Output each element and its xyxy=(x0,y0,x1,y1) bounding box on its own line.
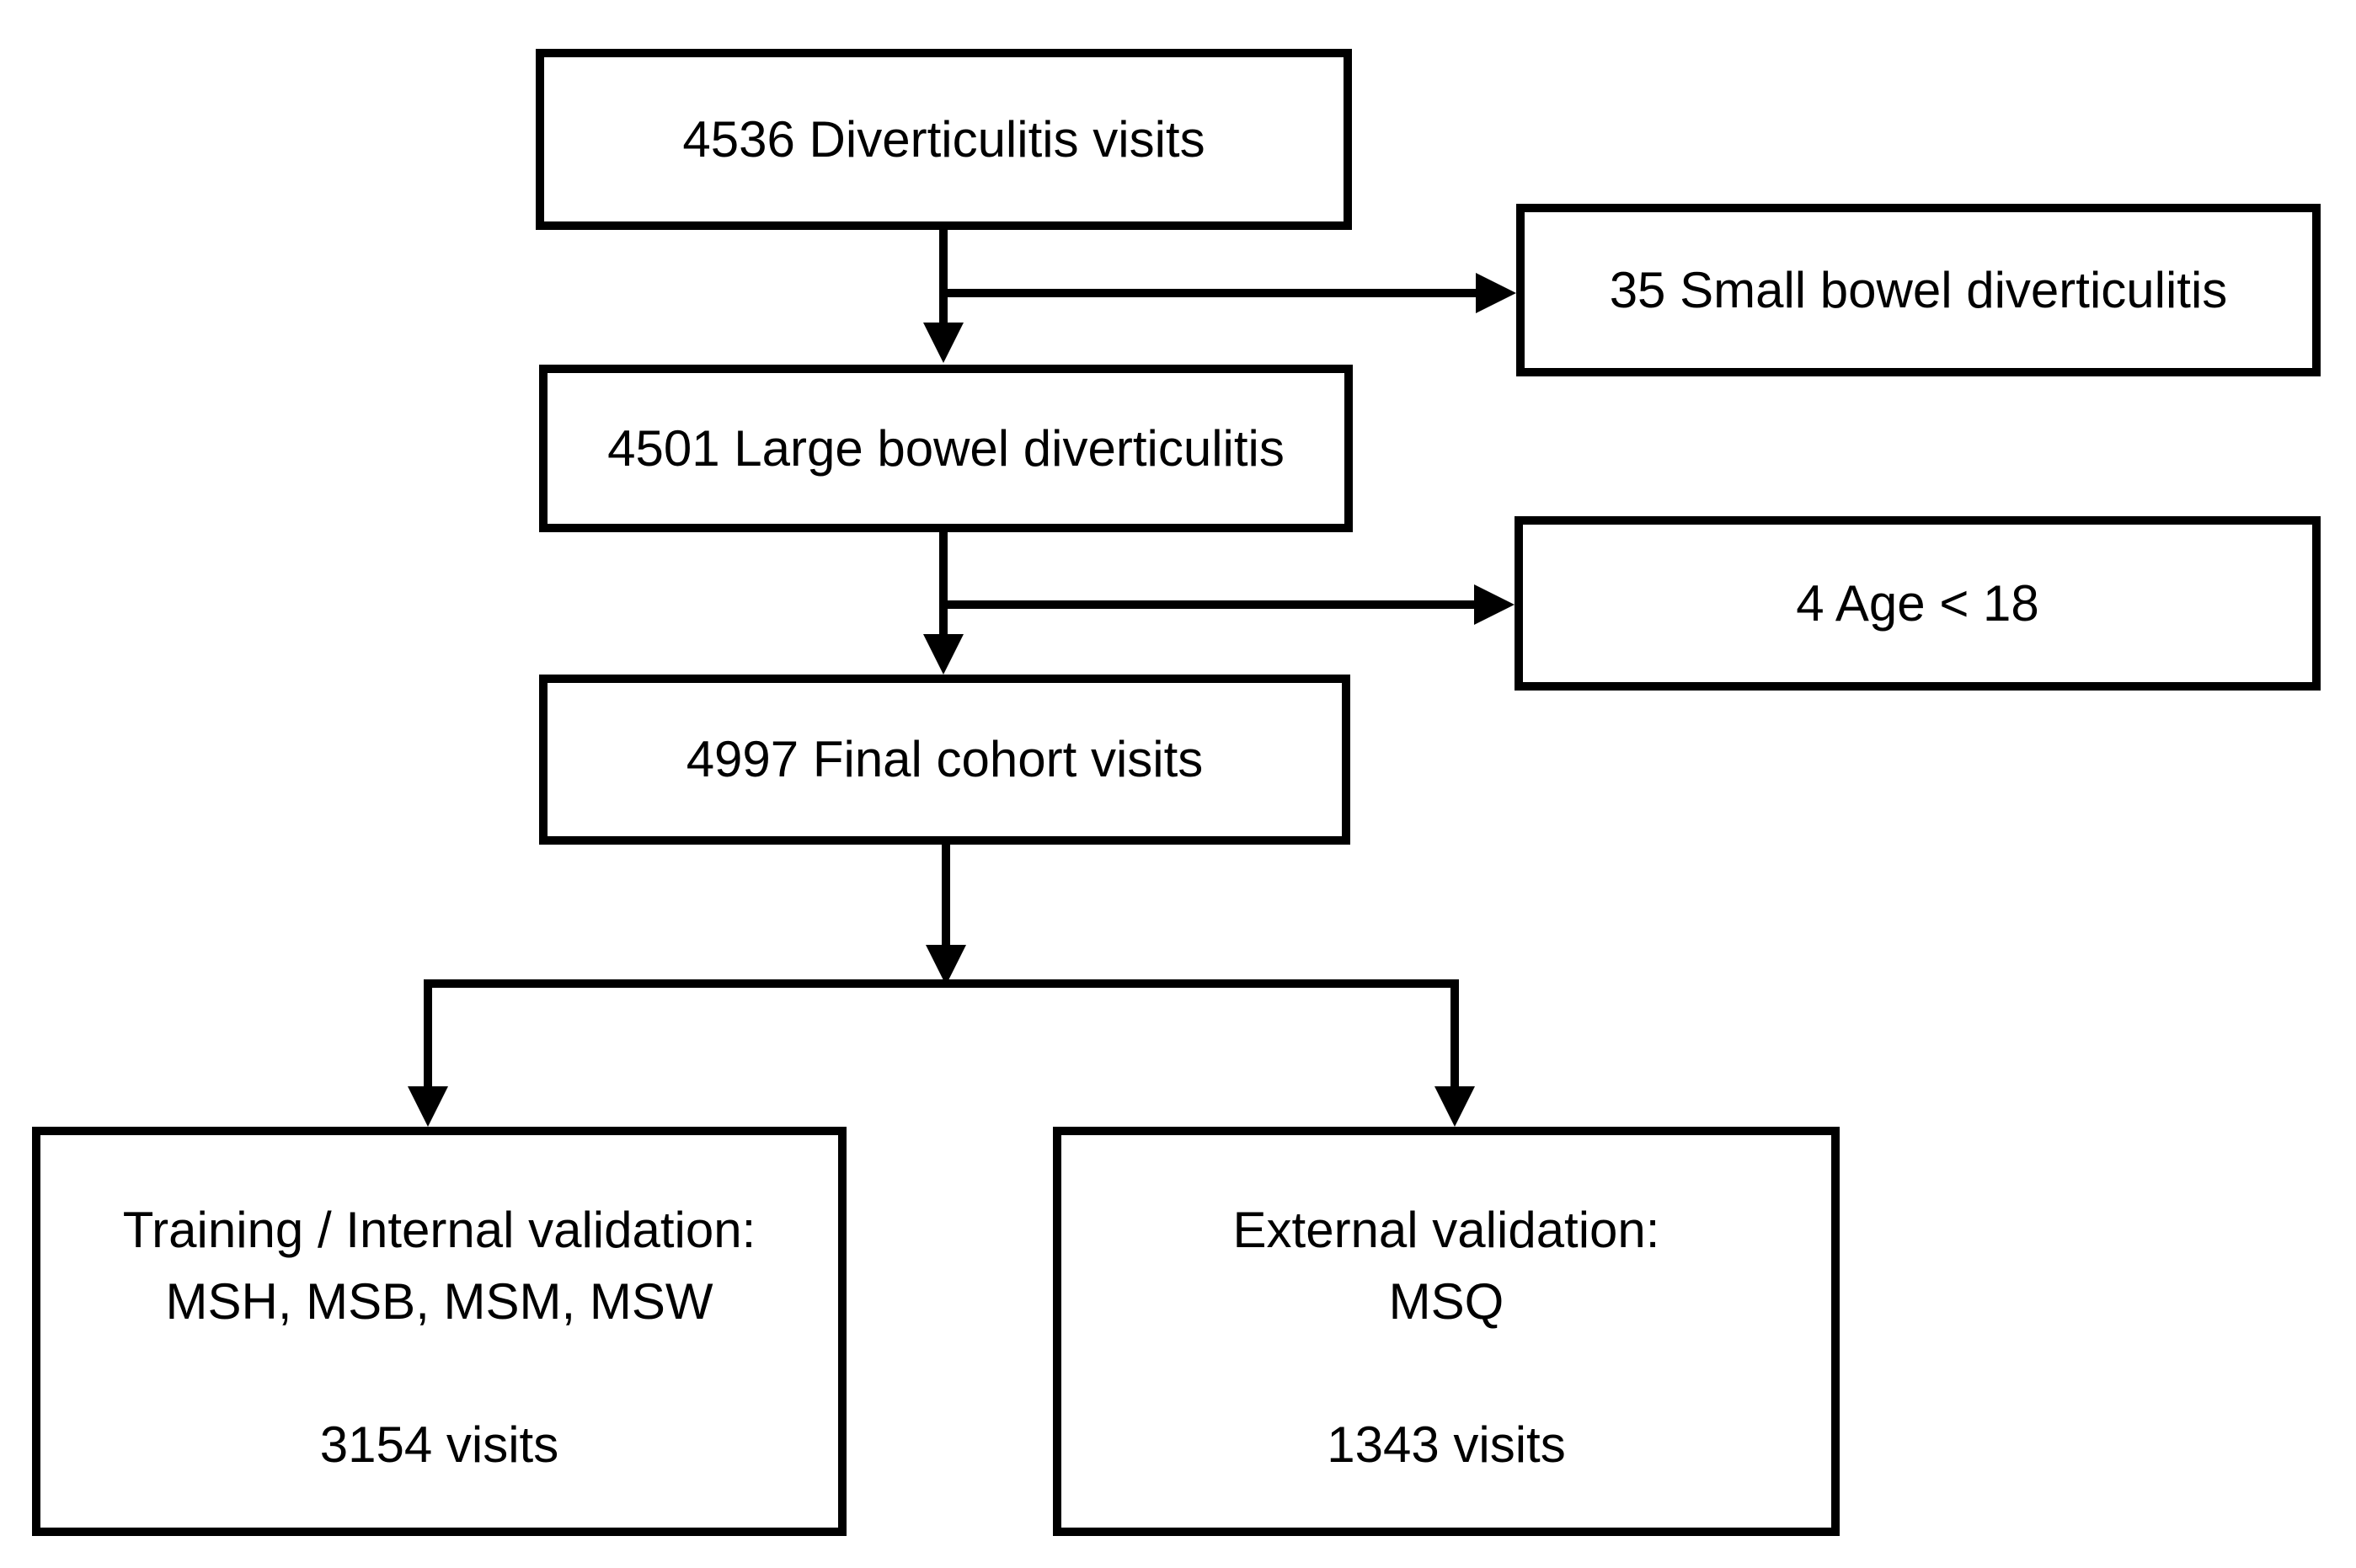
box-diverticulitis-visits: 4536 Diverticulitis visits xyxy=(536,49,1352,230)
external-title: External validation: xyxy=(1232,1202,1660,1258)
arrow-line-branch-small-bowel xyxy=(939,289,1480,297)
box-final-cohort-visits-label: 4997 Final cohort visits xyxy=(686,731,1204,787)
training-sites: MSH, MSB, MSM, MSW xyxy=(165,1273,713,1330)
arrow-line-split-to-training xyxy=(424,979,432,1089)
arrowhead-down-external xyxy=(1434,1086,1475,1127)
box-large-bowel-diverticulitis: 4501 Large bowel diverticulitis xyxy=(539,365,1353,532)
training-title: Training / Internal validation: xyxy=(122,1202,756,1258)
arrowhead-down-training xyxy=(408,1086,448,1127)
box-excluded-age: 4 Age < 18 xyxy=(1515,516,2321,691)
box-excluded-age-label: 4 Age < 18 xyxy=(1796,574,2039,632)
arrow-line-cohort-to-split xyxy=(942,845,950,947)
arrow-line-large-bowel-to-cohort xyxy=(939,532,948,642)
arrowhead-down-large-bowel xyxy=(923,323,964,363)
box-external-validation: External validation: MSQ 1343 visits xyxy=(1053,1127,1840,1536)
box-excluded-small-bowel-label: 35 Small bowel diverticulitis xyxy=(1609,261,2228,318)
arrowhead-down-split-junction xyxy=(926,945,966,985)
arrow-line-split-to-external xyxy=(1450,979,1459,1089)
box-training-internal-validation: Training / Internal validation: MSH, MSB… xyxy=(32,1127,847,1536)
box-excluded-small-bowel: 35 Small bowel diverticulitis xyxy=(1516,204,2321,376)
box-large-bowel-diverticulitis-label: 4501 Large bowel diverticulitis xyxy=(607,419,1285,477)
arrowhead-down-cohort xyxy=(923,634,964,675)
arrowhead-right-age xyxy=(1474,584,1515,625)
arrowhead-right-small-bowel xyxy=(1476,273,1516,313)
split-junction-horizontal-line xyxy=(424,979,1459,988)
external-visit-count: 1343 visits xyxy=(1327,1416,1566,1473)
arrow-line-branch-age xyxy=(939,600,1478,609)
external-sites: MSQ xyxy=(1388,1273,1504,1330)
arrow-line-top-to-large-bowel xyxy=(939,230,948,333)
box-final-cohort-visits: 4997 Final cohort visits xyxy=(539,675,1350,845)
box-diverticulitis-visits-label: 4536 Diverticulitis visits xyxy=(682,110,1205,168)
training-visit-count: 3154 visits xyxy=(319,1416,559,1473)
